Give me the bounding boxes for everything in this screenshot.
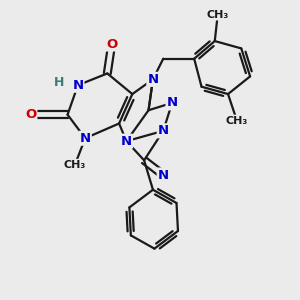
Text: N: N [80, 132, 91, 145]
Text: N: N [72, 79, 83, 92]
Text: N: N [158, 169, 169, 182]
Text: N: N [121, 135, 132, 148]
Text: CH₃: CH₃ [226, 116, 248, 126]
Text: O: O [25, 108, 36, 121]
Text: O: O [106, 38, 117, 50]
Text: CH₃: CH₃ [207, 10, 229, 20]
Text: N: N [147, 73, 158, 86]
Text: H: H [53, 76, 64, 89]
Text: CH₃: CH₃ [64, 160, 86, 170]
Text: N: N [158, 124, 169, 137]
Text: N: N [167, 96, 178, 110]
